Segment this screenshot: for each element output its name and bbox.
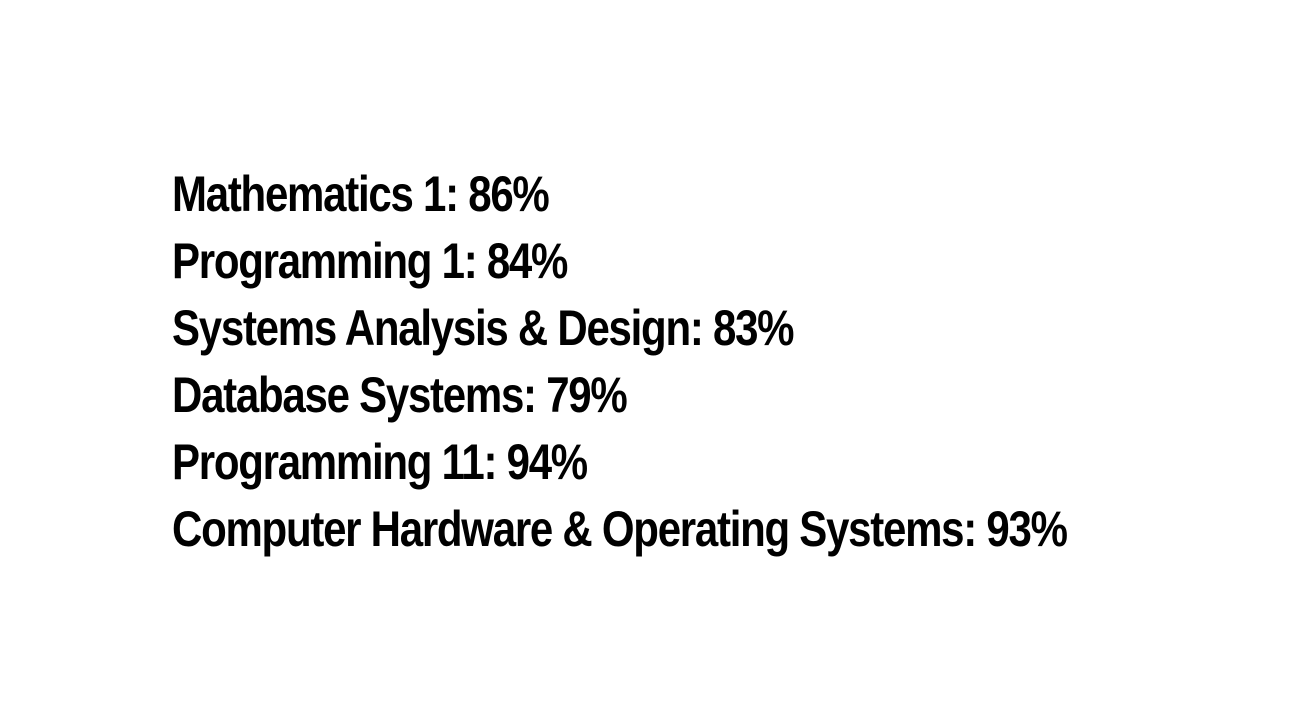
subject-grade: 84% — [486, 233, 569, 289]
result-line: Database Systems: 79% — [172, 367, 628, 423]
subject-name: Database Systems — [172, 367, 524, 423]
result-line: Programming 1: 84% — [172, 233, 569, 289]
subject-name: Programming 1 — [172, 233, 465, 289]
subject-name: Mathematics 1 — [172, 166, 446, 222]
subject-grade: 79% — [546, 367, 628, 423]
result-line: Systems Analysis & Design: 83% — [172, 300, 795, 356]
subject-grade: 86% — [468, 166, 550, 222]
subject-grade: 83% — [712, 300, 795, 356]
results-list: Mathematics 1: 86% Programming 1: 84% Sy… — [172, 164, 1237, 566]
result-line: Computer Hardware & Operating Systems: 9… — [172, 501, 1068, 557]
subject-name: Systems Analysis & Design — [172, 300, 691, 356]
subject-grade: 93% — [986, 501, 1068, 557]
subject-grade: 94% — [506, 434, 589, 490]
result-line: Mathematics 1: 86% — [172, 166, 550, 222]
subject-name: Computer Hardware & Operating Systems — [172, 501, 965, 557]
subject-name: Programming 11 — [172, 434, 485, 490]
result-line: Programming 11: 94% — [172, 434, 589, 490]
